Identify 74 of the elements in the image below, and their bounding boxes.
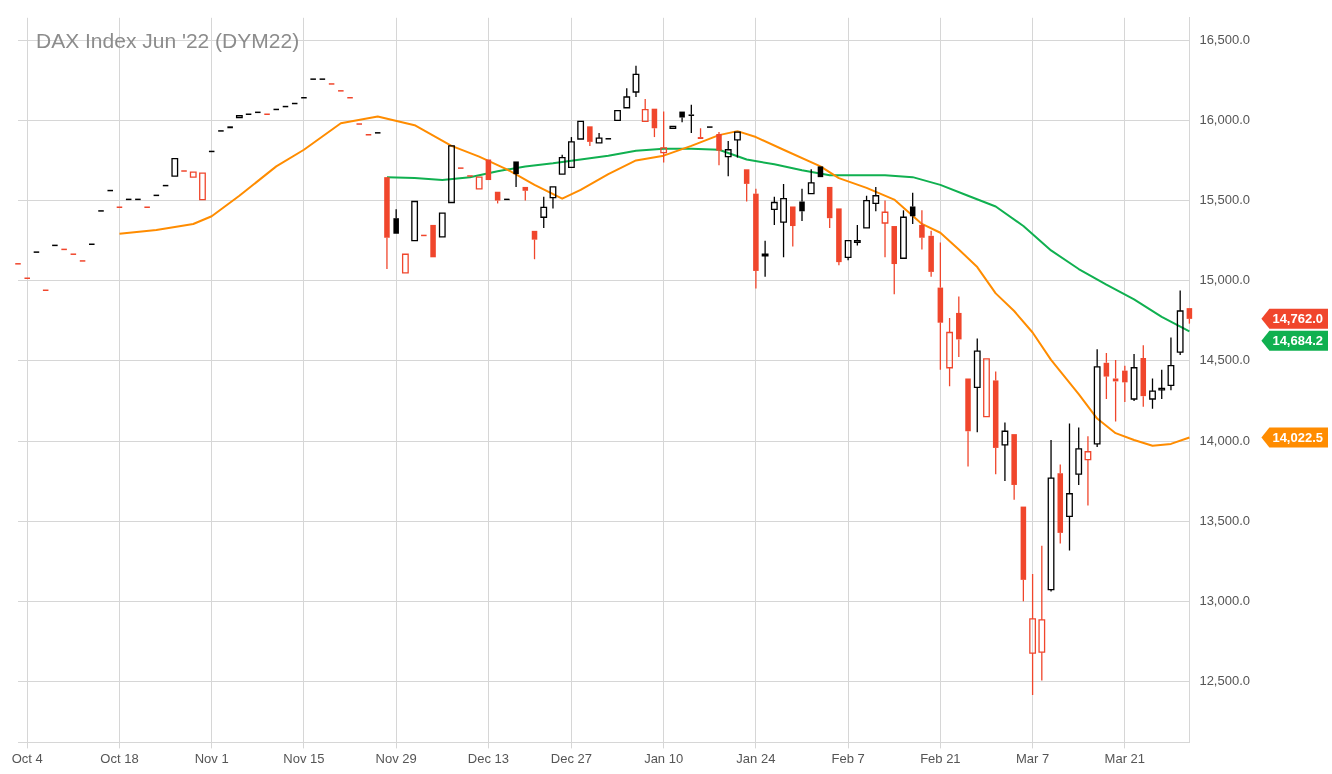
candlestick [836,208,842,266]
candlestick [1038,545,1046,682]
candlestick [790,206,796,248]
x-tick-label: Feb 7 [831,750,865,766]
x-tick-label: Nov 15 [283,750,325,766]
candlestick [881,199,889,258]
x-tick-label: Oct 18 [100,750,139,766]
x-tick-label: Feb 21 [920,750,961,766]
candlestick [770,196,778,226]
candlestick [956,295,962,358]
text: 14,022.5 [1272,430,1324,446]
candlestick [1176,289,1184,356]
candlestick [909,192,916,225]
y-tick-label: 16,500.0 [1199,31,1251,47]
y-tick-label: 14,500.0 [1199,352,1251,368]
candlestick [1167,336,1175,391]
candlestick [1130,353,1138,402]
y-tick-label: 14,000.0 [1199,432,1251,448]
y-tick-label: 12,500.0 [1199,673,1251,689]
candlestick [1047,439,1055,593]
x-tick-label: Jan 24 [736,750,776,766]
x-tick-label: Dec 13 [467,750,509,766]
candlestick [587,126,593,147]
candlestick [844,239,852,261]
candlestick [1122,365,1128,403]
candlestick [1029,573,1037,696]
candlestick [1075,426,1083,486]
x-tick-label: Nov 1 [194,750,229,766]
candlestick [1066,422,1073,552]
candlestick [724,140,732,177]
y-tick-label: 16,000.0 [1199,111,1251,127]
candlestick [1140,344,1147,408]
x-tick-label: Jan 10 [644,750,684,766]
candlestick [973,337,981,433]
y-tick-label: 15,500.0 [1199,192,1251,208]
candlestick [716,131,722,166]
candlestick [1057,463,1064,545]
y-tick-label: 13,500.0 [1199,512,1251,528]
candlestick [540,196,548,229]
x-tick-label: Mar 7 [1015,750,1050,766]
candlestick [1084,435,1092,507]
candlestick [891,226,898,295]
candlestick [679,111,685,123]
candlestick [780,183,787,258]
x-tick-label: Mar 21 [1104,750,1146,766]
candlestick [384,177,390,270]
x-tick-label: Dec 27 [550,750,593,766]
y-tick-label: 15,000.0 [1199,272,1251,288]
candlestick [992,370,999,475]
x-tick-label: Oct 4 [11,750,43,766]
candlestick [1001,421,1009,482]
candlestick [513,161,519,188]
text: 14,684.2 [1272,333,1324,349]
text: DAX Index Jun '22 (DYM22) [36,29,300,53]
candlestick [1103,352,1110,400]
text: 14,762.0 [1272,311,1324,327]
candlestick [1112,359,1119,423]
candlestick [753,188,759,290]
candlestick [1149,377,1156,410]
candlestick [965,378,971,468]
candlestick [688,104,695,134]
candlestick [946,317,953,387]
y-tick-label: 13,000.0 [1199,592,1251,608]
candlestick [919,209,925,251]
candlestick [632,65,640,98]
candlestick [937,241,944,371]
candlestick [549,186,557,210]
candlestick [1011,434,1017,501]
candlestick [660,110,668,164]
candlestick [799,188,805,222]
candlestick [595,132,603,144]
x-tick-label: Nov 29 [375,750,417,766]
candlestick [928,230,934,278]
candlestick [1093,348,1101,448]
